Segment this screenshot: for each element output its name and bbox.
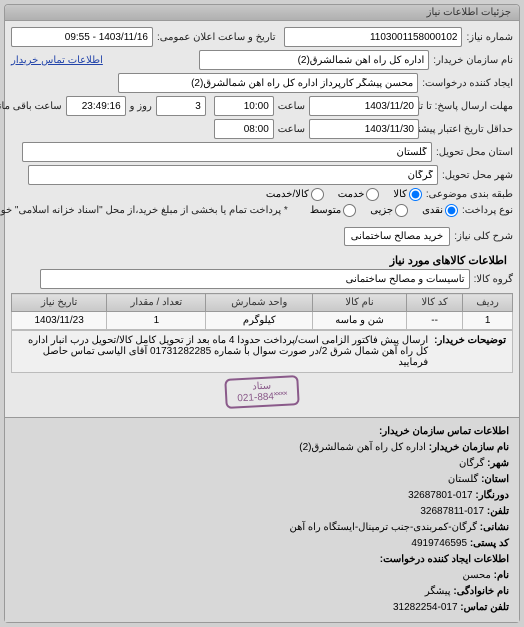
panel-title: جزئیات اطلاعات نیاز	[5, 5, 519, 21]
c-fax: 017-32687801	[408, 490, 473, 501]
cat-goods-radio[interactable]	[409, 188, 422, 201]
days-and-label: روز و	[130, 101, 152, 112]
c-addr-label: نشانی:	[480, 522, 509, 533]
th-code: کد کالا	[406, 294, 462, 312]
c-city: گرگان	[459, 458, 484, 469]
buyer-contact-link[interactable]: اطلاعات تماس خریدار	[11, 55, 103, 66]
cell-date: 1403/11/23	[12, 312, 107, 330]
valid-to-label: حداقل تاریخ اعتبار پیشنهاد: تا تاریخ:	[423, 124, 513, 135]
c-province: گلستان	[448, 474, 478, 485]
c-tel: 017-32687811	[420, 506, 484, 517]
th-idx: ردیف	[463, 294, 513, 312]
announce-label: تاریخ و ساعت اعلان عمومی:	[157, 32, 276, 43]
cat-service-radio[interactable]	[366, 188, 379, 201]
c-fax-label: دورنگار:	[475, 490, 509, 501]
remaining-label: ساعت باقی مانده	[0, 101, 62, 112]
stamp-line2: 021-884˟˟˟˟	[237, 391, 288, 405]
city-field[interactable]	[28, 165, 438, 185]
c-lname: پیشگر	[425, 586, 451, 597]
goods-table: ردیف کد کالا نام کالا واحد شمارش تعداد /…	[11, 293, 513, 330]
watermark-stamp: ستاد 021-884˟˟˟˟	[11, 377, 513, 407]
cell-name: شن و ماسه	[313, 312, 407, 330]
need-desc-label: شرح کلی نیاز:	[454, 231, 513, 242]
c-province-label: استان:	[481, 474, 509, 485]
th-date: تاریخ نیاز	[12, 294, 107, 312]
c-tel-label: تلفن:	[487, 506, 509, 517]
contact-title: اطلاعات تماس سازمان خریدار:	[379, 426, 509, 437]
c-org: اداره کل راه آهن شمالشرق(2)	[299, 442, 426, 453]
c-phone-label: تلفن تماس:	[460, 602, 509, 613]
buyer-description-row: توضیحات خریدار: ارسال پیش فاکتور الزامی …	[11, 330, 513, 373]
requester-field[interactable]	[118, 73, 418, 93]
cell-unit: کیلوگرم	[206, 312, 313, 330]
requester-label: ایجاد کننده درخواست:	[422, 78, 513, 89]
cell-idx: 1	[463, 312, 513, 330]
cat-service-label: خدمت	[338, 189, 365, 200]
province-label: استان محل تحویل:	[436, 147, 513, 158]
goods-group-label: گروه کالا:	[474, 274, 513, 285]
buyer-org-label: نام سازمان خریدار:	[433, 55, 513, 66]
th-qty: تعداد / مقدار	[107, 294, 206, 312]
reply-deadline-label: مهلت ارسال پاسخ: تا تاریخ:	[423, 101, 513, 112]
details-panel: جزئیات اطلاعات نیاز شماره نیاز: تاریخ و …	[4, 4, 520, 623]
buyer-description-text: ارسال پیش فاکتور الزامی است/پرداخت حدودا…	[18, 335, 428, 368]
table-row[interactable]: 1 -- شن و ماسه کیلوگرم 1 1403/11/23	[12, 312, 513, 330]
city-label: شهر محل تحویل:	[442, 170, 513, 181]
cat-both-radio[interactable]	[311, 188, 324, 201]
th-name: نام کالا	[313, 294, 407, 312]
c-zip-label: کد پستی:	[470, 538, 509, 549]
cell-code: --	[406, 312, 462, 330]
contact-panel: اطلاعات تماس سازمان خریدار: نام سازمان خ…	[5, 417, 519, 622]
cat-goods-label: کالا	[393, 189, 407, 200]
reply-date-field[interactable]	[309, 96, 419, 116]
goods-group-field[interactable]	[40, 269, 470, 289]
c-city-label: شهر:	[487, 458, 509, 469]
c-zip: 4919746595	[411, 538, 467, 549]
pay-partial-radio[interactable]	[395, 204, 408, 217]
pay-partial-label: جزیی	[370, 205, 393, 216]
req-title: اطلاعات ایجاد کننده درخواست:	[380, 554, 509, 565]
cat-both-label: کالا/خدمت	[266, 189, 309, 200]
pay-cash-label: نقدی	[422, 205, 443, 216]
c-org-label: نام سازمان خریدار:	[429, 442, 509, 453]
c-lname-label: نام خانوادگی:	[453, 586, 509, 597]
payment-note: * پرداخت تمام یا بخشی از مبلغ خرید،از مح…	[0, 205, 288, 216]
reply-time-label: ساعت	[278, 101, 305, 112]
valid-time-field[interactable]	[214, 119, 274, 139]
c-phone: 017-31282254	[393, 602, 458, 613]
buyer-description-label: توضیحات خریدار:	[434, 335, 506, 368]
need-desc-value: خرید مصالح ساختمانی	[344, 227, 450, 246]
category-label: طبقه بندی موضوعی:	[426, 189, 513, 200]
need-number-label: شماره نیاز:	[466, 32, 513, 43]
payment-label: نوع پرداخت:	[462, 205, 513, 216]
pay-medium-radio[interactable]	[343, 204, 356, 217]
days-field	[156, 96, 206, 116]
buyer-org-field[interactable]	[199, 50, 429, 70]
valid-time-label: ساعت	[278, 124, 305, 135]
need-number-field[interactable]	[284, 27, 463, 47]
cell-qty: 1	[107, 312, 206, 330]
countdown-field	[66, 96, 126, 116]
pay-medium-label: متوسط	[310, 205, 341, 216]
announce-field[interactable]	[11, 27, 153, 47]
province-field[interactable]	[22, 142, 432, 162]
c-addr: گرگان-کمربندی-جنب ترمینال-ایستگاه راه آه…	[289, 522, 477, 533]
valid-date-field[interactable]	[309, 119, 419, 139]
reply-time-field[interactable]	[214, 96, 274, 116]
pay-cash-radio[interactable]	[445, 204, 458, 217]
goods-section-title: اطلاعات کالاهای مورد نیاز	[17, 254, 507, 267]
th-unit: واحد شمارش	[206, 294, 313, 312]
